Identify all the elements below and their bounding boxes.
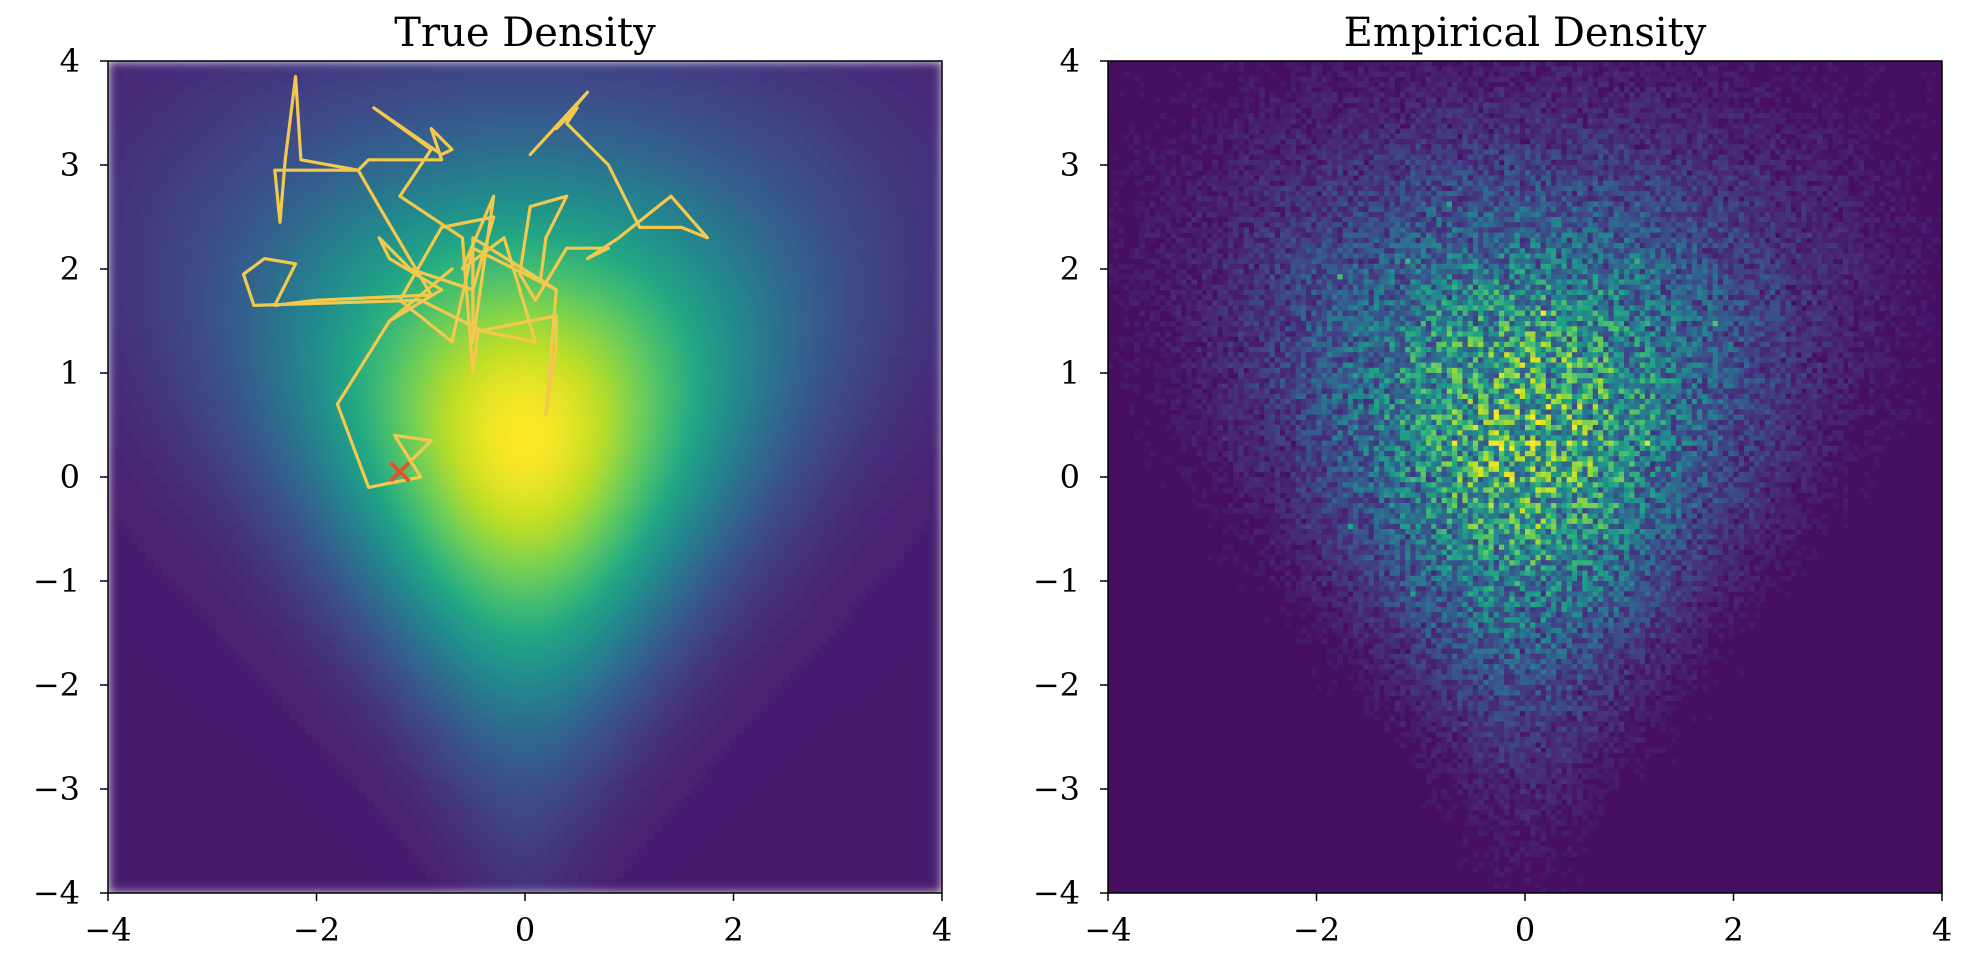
x-tick-label: 2 (1723, 911, 1743, 949)
sampler-trace (241, 75, 709, 489)
y-tick-label: 4 (60, 42, 80, 80)
true-density-title: True Density (394, 10, 656, 56)
x-tick-label: 4 (932, 911, 952, 949)
y-tick-label: −3 (33, 770, 80, 808)
y-tick-label: 2 (60, 250, 80, 288)
empirical-density-title: Empirical Density (1344, 10, 1707, 56)
x-tick-label: 2 (723, 911, 743, 949)
y-tick-label: 2 (1060, 250, 1080, 288)
y-tick-label: −2 (33, 666, 80, 704)
x-tick-label: 0 (515, 911, 535, 949)
true-density-axes: −4 −2 0 2 4 −4 −3 −2 −1 0 1 2 3 4 (33, 42, 952, 949)
empirical-density-panel: Empirical Density −4 −2 0 2 4 −4 −3 −2 −1 0 1 2 3 4 (1033, 10, 1952, 949)
y-tick-label: −4 (1033, 874, 1080, 912)
y-tick-label: 3 (1060, 146, 1080, 184)
true-density-panel: True Density −4 −2 0 2 4 −4 −3 −2 −1 0 1 2 3 4 (33, 10, 952, 949)
y-tick-label: 3 (60, 146, 80, 184)
x-tick-label: −4 (84, 911, 131, 949)
y-tick-label: 0 (1060, 458, 1080, 496)
x-tick-label: 0 (1515, 911, 1535, 949)
y-tick-label: −1 (33, 562, 80, 600)
y-tick-label: 0 (60, 458, 80, 496)
empirical-density-axes: −4 −2 0 2 4 −4 −3 −2 −1 0 1 2 3 4 (1033, 42, 1952, 949)
empirical-density-heatmap (1108, 61, 1942, 893)
y-tick-label: −3 (1033, 770, 1080, 808)
x-tick-label: −2 (293, 911, 340, 949)
sampler-trace-line (241, 75, 709, 489)
x-tick-label: 4 (1932, 911, 1952, 949)
start-marker (389, 461, 410, 482)
y-tick-label: 4 (1060, 42, 1080, 80)
y-tick-label: −1 (1033, 562, 1080, 600)
y-tick-label: 1 (60, 354, 80, 392)
y-tick-label: −2 (1033, 666, 1080, 704)
y-tick-label: 1 (1060, 354, 1080, 392)
y-tick-label: −4 (33, 874, 80, 912)
x-tick-label: −4 (1084, 911, 1131, 949)
true-density-heatmap (108, 61, 942, 893)
x-tick-label: −2 (1293, 911, 1340, 949)
